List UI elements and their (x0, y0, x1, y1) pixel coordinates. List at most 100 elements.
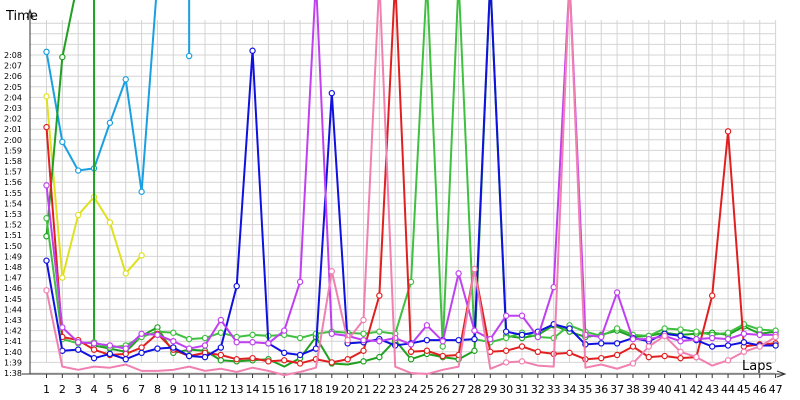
x-tick-label: 14 (246, 383, 260, 396)
data-point (74, 339, 82, 346)
series-line (45, 0, 777, 377)
data-point (724, 128, 732, 135)
data-point (217, 344, 225, 351)
data-point (756, 343, 763, 350)
y-tick-label: 1:39 (4, 358, 22, 367)
y-tick-label: 2:07 (4, 62, 22, 71)
data-point (90, 346, 98, 353)
x-tick-label: 8 (154, 383, 161, 396)
data-point (296, 360, 304, 367)
y-tick-labels: 1:38 1:391:40 1:411:42 1:43 1:441:45 1:461:47… (4, 51, 22, 378)
data-point (185, 345, 193, 352)
data-point (613, 351, 621, 359)
data-point (185, 335, 193, 343)
data-point (265, 340, 272, 347)
data-point (328, 268, 335, 275)
data-point (566, 349, 573, 357)
data-point (629, 343, 637, 350)
data-point (502, 334, 510, 342)
data-point (344, 356, 351, 363)
data-point (423, 322, 431, 329)
x-tick-label: 29 (483, 383, 497, 396)
x-tick-label: 40 (658, 383, 672, 396)
x-tick-label: 36 (594, 383, 608, 396)
data-point (677, 326, 684, 333)
x-axis-title: Laps (742, 359, 772, 374)
data-point (281, 357, 288, 364)
x-tick-label: 15 (261, 383, 275, 396)
data-point (296, 278, 304, 286)
data-point (43, 257, 50, 264)
x-tick-label: 41 (674, 383, 688, 396)
data-point (518, 343, 526, 350)
y-tick-label: 1:57 (4, 168, 22, 177)
data-point (122, 345, 129, 352)
data-point (249, 331, 256, 339)
y-tick-label: 2:05 (4, 83, 22, 92)
data-point (74, 211, 82, 219)
data-point (43, 48, 50, 56)
data-point (709, 343, 716, 350)
y-tick-label: 1:52 (4, 221, 22, 230)
data-point (518, 358, 526, 365)
data-point (233, 356, 240, 363)
data-point (59, 53, 66, 61)
data-point (709, 292, 716, 299)
data-point (724, 357, 732, 364)
y-tick-label: 1:38 (4, 369, 22, 378)
x-tick-label: 7 (138, 383, 145, 396)
data-point (106, 342, 114, 349)
x-tick-label: 9 (170, 383, 177, 396)
series-0 (43, 0, 193, 195)
series-3 (43, 0, 779, 351)
y-tick-label: 1:47 (4, 274, 22, 283)
data-point (645, 343, 653, 350)
data-point (407, 341, 415, 348)
data-point (217, 357, 225, 364)
data-point (487, 335, 494, 343)
x-axis-arrow (776, 370, 787, 378)
data-point (645, 353, 653, 361)
data-point (43, 215, 50, 222)
data-point (185, 52, 193, 60)
data-point (677, 332, 684, 340)
data-point (693, 335, 700, 343)
series-lines (43, 0, 779, 377)
x-tick-label: 24 (404, 383, 418, 396)
data-point (106, 219, 114, 226)
data-point (106, 350, 114, 358)
data-point (423, 336, 431, 344)
data-point (43, 93, 50, 100)
y-tick-label: 2:03 (4, 104, 22, 113)
data-point (138, 188, 145, 195)
data-point (534, 333, 542, 341)
data-point (471, 347, 478, 354)
x-tick-label: 23 (388, 383, 402, 396)
data-point (471, 335, 478, 343)
data-point (43, 123, 50, 131)
data-point (328, 330, 335, 337)
y-tick-label: 2:04 (4, 93, 22, 102)
y-tick-label: 1:44 (4, 305, 22, 314)
x-tick-label: 38 (626, 383, 640, 396)
x-tick-label: 28 (467, 383, 481, 396)
data-point (170, 338, 177, 345)
data-point (201, 353, 209, 361)
y-axis-arrow (26, 8, 34, 19)
data-point (439, 343, 446, 350)
y-axis-title: Time (5, 9, 38, 24)
y-tick-label: 1:46 (4, 284, 22, 293)
grid (30, 20, 777, 374)
data-point (138, 349, 145, 357)
data-point (740, 348, 748, 355)
data-point (693, 353, 700, 361)
x-tick-label: 42 (689, 383, 703, 396)
data-point (360, 316, 367, 324)
data-point (439, 338, 446, 345)
data-point (328, 89, 335, 97)
data-point (740, 339, 748, 346)
data-point (185, 352, 193, 360)
x-tick-label: 34 (563, 383, 577, 396)
x-tick-label: 12 (214, 383, 228, 396)
